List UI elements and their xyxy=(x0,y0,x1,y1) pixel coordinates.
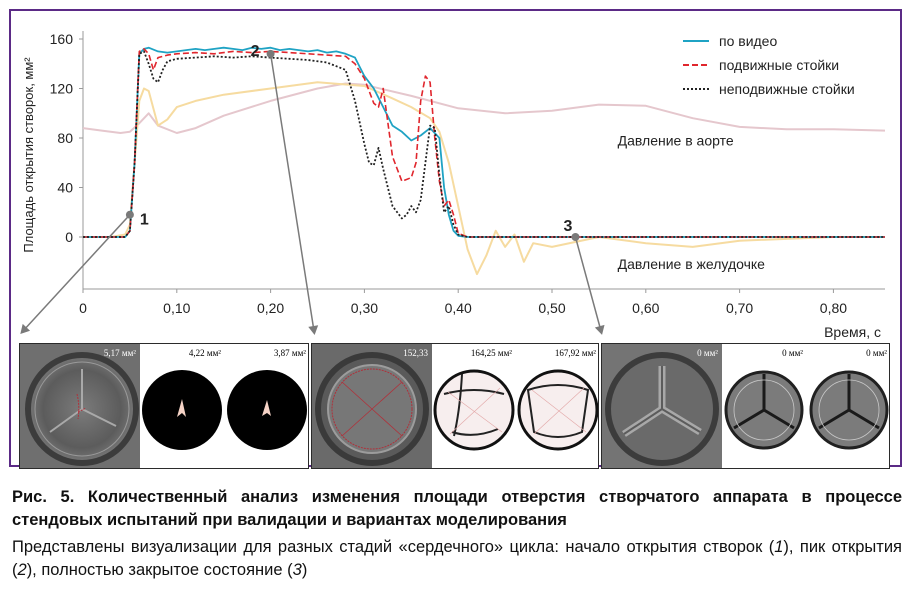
x-tick-label: 0,40 xyxy=(445,300,472,316)
photo-stage-3: 0 мм² xyxy=(602,344,722,468)
sim-stage-1-fixed: 3,87 мм² xyxy=(225,344,308,468)
x-tick-label: 0 xyxy=(79,300,87,316)
curve-label: Давление в аорте xyxy=(618,132,734,148)
annotation-marker xyxy=(266,49,275,58)
annotation-label: 1 xyxy=(140,212,149,229)
legend-label: неподвижные стойки xyxy=(719,81,855,97)
series-line-0 xyxy=(83,46,885,238)
panel-stage-1: 5,17 мм² 4,22 мм² 3,87 мм² xyxy=(19,343,309,469)
x-tick-label: 0,20 xyxy=(257,300,284,316)
leader-arrow xyxy=(308,325,319,335)
leader-line xyxy=(22,214,131,332)
area-label: 0 мм² xyxy=(866,348,887,358)
y-tick-label: 120 xyxy=(50,81,74,97)
annotation-marker xyxy=(571,233,580,241)
x-axis-label: Время, с xyxy=(824,324,881,340)
area-label: 0 мм² xyxy=(697,348,718,358)
series-line-1 xyxy=(83,48,885,238)
sim-stage-2-fixed: 167,92 мм² xyxy=(516,344,598,468)
y-axis-label: Площадь открытия створок, мм² xyxy=(21,57,36,253)
series-line-2 xyxy=(83,50,885,238)
x-tick-label: 0,50 xyxy=(538,300,565,316)
y-tick-label: 40 xyxy=(57,180,73,196)
x-tick-label: 0,10 xyxy=(163,300,190,316)
x-tick-label: 0,60 xyxy=(632,300,659,316)
figure-frame: 0 40 80 120 160 0 0,10 0,20 0,30 0,40 0,50 0,60 0,70… xyxy=(9,9,902,469)
chart: 0 40 80 120 160 0 0,10 0,20 0,30 0,40 0,50 0,60 0,70… xyxy=(20,31,886,340)
area-label: 3,87 мм² xyxy=(273,348,306,358)
figure-caption-title: Рис. 5. Количественный анализ изменения … xyxy=(12,488,902,529)
series-line-3 xyxy=(82,82,886,134)
legend-label: подвижные стойки xyxy=(719,57,839,73)
annotation-label: 3 xyxy=(563,218,572,235)
area-label: 4,22 мм² xyxy=(188,348,221,358)
y-tick-label: 0 xyxy=(65,229,73,245)
caption-text: ), полностью закрытое состояние ( xyxy=(26,561,293,579)
area-label: 164,25 мм² xyxy=(470,348,512,358)
sim-stage-2-mobile: 164,25 мм² xyxy=(432,344,516,468)
caption-text: ), пик открытия ( xyxy=(12,538,902,579)
caption-stage-number: 2 xyxy=(17,561,27,579)
sim-stage-3-fixed: 0 мм² xyxy=(807,344,889,468)
leader-arrow xyxy=(20,323,31,334)
area-label: 0 мм² xyxy=(782,348,803,358)
x-tick-label: 0,80 xyxy=(820,300,847,316)
annotation-label: 2 xyxy=(251,43,260,60)
panel-stage-3: 0 мм² 0 мм² 0 мм² xyxy=(601,343,890,469)
leader-line xyxy=(574,236,602,332)
sim-stage-1-mobile: 4,22 мм² xyxy=(140,344,225,468)
annotation-marker xyxy=(125,210,134,219)
legend-label: по видео xyxy=(719,33,777,49)
panel-stage-2: 152,33 164,25 мм² 167,92 мм² xyxy=(311,343,599,469)
caption-stage-number: 3 xyxy=(292,561,302,579)
sim-stage-3-mobile: 0 мм² xyxy=(722,344,807,468)
caption-text: Представлены визуализации для разных ста… xyxy=(12,538,775,556)
area-label: 5,17 мм² xyxy=(103,348,136,358)
y-tick-label: 80 xyxy=(57,130,73,146)
x-tick-label: 0,70 xyxy=(726,300,753,316)
leader-arrow xyxy=(594,324,605,335)
photo-stage-2: 152,33 xyxy=(312,344,432,468)
photo-stage-1: 5,17 мм² xyxy=(20,344,140,468)
caption-text: ) xyxy=(301,561,308,579)
leader-line xyxy=(269,53,315,332)
x-tick-label: 0,30 xyxy=(351,300,378,316)
caption-stage-number: 1 xyxy=(774,538,784,556)
area-label: 167,92 мм² xyxy=(554,348,596,358)
figure-caption-body: Представлены визуализации для разных ста… xyxy=(12,536,902,582)
series-line-4 xyxy=(83,81,885,276)
y-tick-label: 160 xyxy=(50,31,74,47)
area-label: 152,33 xyxy=(403,348,428,358)
curve-label: Давление в желудочке xyxy=(618,256,766,272)
